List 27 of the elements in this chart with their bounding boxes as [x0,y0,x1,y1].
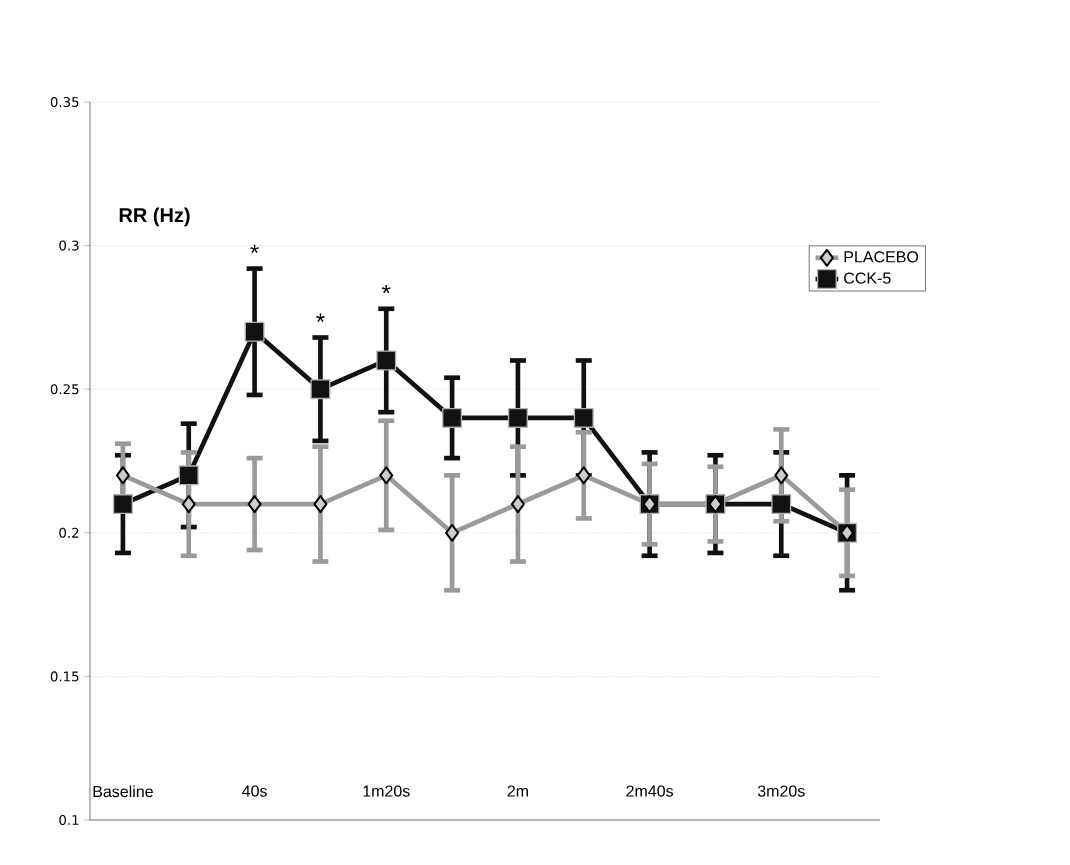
point [573,407,594,428]
annotation: * [316,313,325,323]
x-tick-label: 1m20s [363,785,410,797]
x-tick-label: Baseline [93,785,153,798]
y-tick-label: 0.35 [50,96,79,108]
annotation: * [250,244,259,254]
x-tick-label: 2m40s [626,785,674,797]
point [178,465,199,486]
y-tick-label: 0.15 [50,671,79,682]
y-axis-title: RR (Hz) [119,207,190,227]
x-tick-label: 3m20s [757,785,805,797]
point [442,407,463,428]
point [507,407,528,428]
y-tick-label: 0.3 [59,240,79,251]
point [376,350,397,371]
point [771,494,792,515]
point [112,494,133,515]
x-tick-label: 40s [242,785,267,797]
y-tick-label: 0.25 [50,384,79,395]
legend-label: CCK-5 [844,272,891,284]
point [310,379,331,400]
y-tick-label: 0.1 [59,814,79,826]
x-tick-label: 2m [507,785,528,797]
point [244,321,265,342]
legend-label: PLACEBO [844,251,919,263]
annotation: * [381,284,391,294]
y-tick-label: 0.2 [59,527,79,538]
